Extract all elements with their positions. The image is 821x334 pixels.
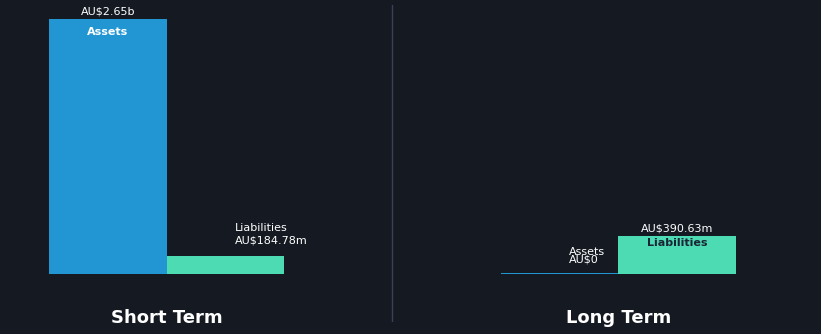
Text: AU$0: AU$0: [568, 254, 599, 264]
Text: Short Term: Short Term: [111, 310, 222, 327]
Text: Assets: Assets: [568, 246, 604, 257]
Text: AU$2.65b: AU$2.65b: [80, 6, 135, 16]
Text: AU$184.78m: AU$184.78m: [235, 235, 307, 245]
Bar: [501, 273, 618, 274]
Bar: [167, 256, 284, 274]
Text: Liabilities: Liabilities: [647, 238, 707, 248]
Text: Assets: Assets: [87, 27, 129, 37]
Text: Liabilities: Liabilities: [235, 222, 287, 232]
Bar: [49, 19, 167, 274]
Text: Long Term: Long Term: [566, 310, 671, 327]
Bar: [618, 236, 736, 274]
Text: AU$390.63m: AU$390.63m: [640, 223, 713, 233]
